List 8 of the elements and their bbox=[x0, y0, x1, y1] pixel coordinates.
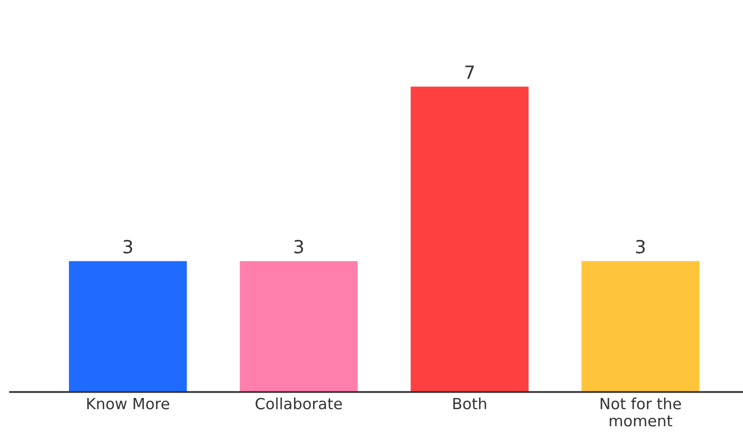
x-tick-label: Collaborate bbox=[256, 398, 342, 410]
x-tick-label: Know More bbox=[87, 398, 170, 410]
data-label: 7 bbox=[465, 66, 474, 79]
data-label: 3 bbox=[124, 240, 132, 254]
x-tick-label: Both bbox=[453, 398, 486, 410]
data-label: 3 bbox=[294, 240, 304, 254]
data-label: 3 bbox=[636, 240, 645, 254]
x-tick-label: Not for the moment bbox=[600, 398, 681, 426]
